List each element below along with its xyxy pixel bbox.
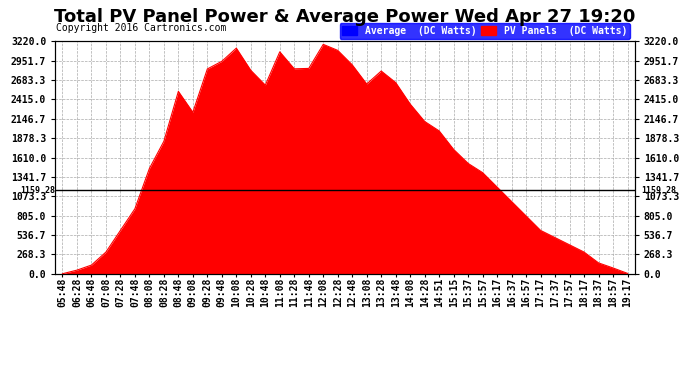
Text: 1159.28: 1159.28 [21,186,55,195]
Text: Total PV Panel Power & Average Power Wed Apr 27 19:20: Total PV Panel Power & Average Power Wed… [55,8,635,26]
Text: 1159.28: 1159.28 [642,186,677,195]
Legend: Average  (DC Watts), PV Panels  (DC Watts): Average (DC Watts), PV Panels (DC Watts) [339,23,630,39]
Text: Copyright 2016 Cartronics.com: Copyright 2016 Cartronics.com [56,23,226,33]
